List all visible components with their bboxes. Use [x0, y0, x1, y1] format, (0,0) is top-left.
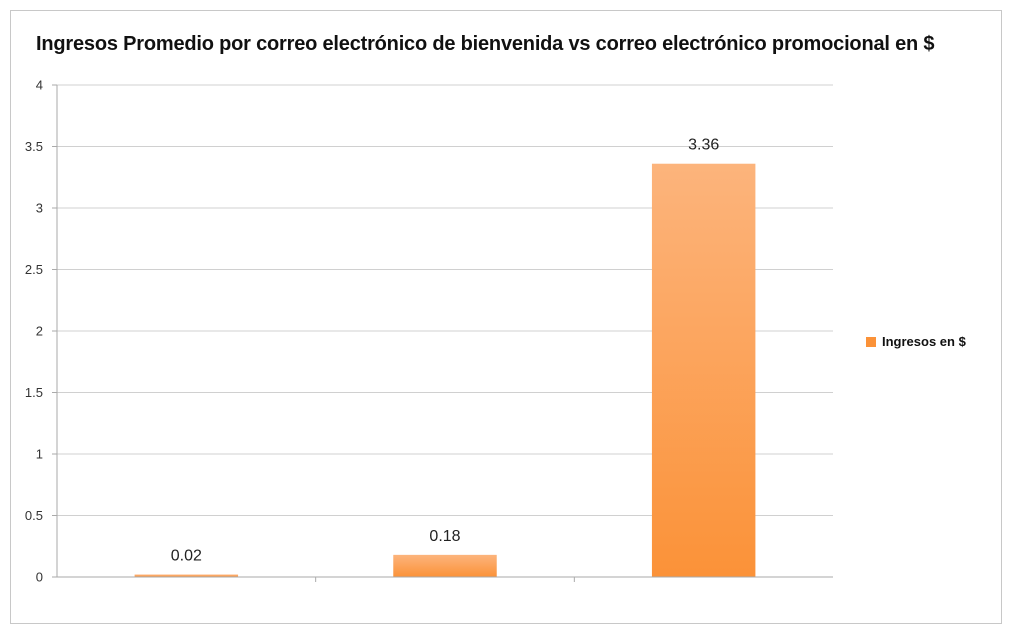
y-tick-label: 1	[36, 447, 43, 462]
bar-value-label: 0.02	[171, 548, 202, 565]
value-labels: 0.02 0.18 3.36	[171, 137, 720, 565]
legend-swatch	[866, 336, 876, 347]
y-axis-ticks: 0 0.5 1 1.5 2 2.5 3 3.5 4	[25, 78, 57, 585]
bar	[651, 163, 756, 577]
y-tick-label: 0	[36, 570, 43, 585]
legend: Ingresos en $	[866, 334, 966, 349]
chart-frame	[10, 10, 1002, 624]
y-tick-label: 4	[36, 78, 43, 93]
legend-label: Ingresos en $	[882, 334, 966, 349]
bars	[134, 163, 756, 577]
y-tick-label: 2.5	[25, 262, 43, 277]
y-tick-label: 3.5	[25, 139, 43, 154]
bar-value-label: 0.18	[429, 528, 460, 545]
bar	[393, 554, 497, 577]
y-tick-label: 0.5	[25, 508, 43, 523]
bar	[134, 574, 239, 577]
bar-value-label: 3.36	[688, 137, 719, 154]
y-tick-label: 3	[36, 201, 43, 216]
y-tick-label: 1.5	[25, 385, 43, 400]
chart-title: Ingresos Promedio por correo electrónico…	[36, 33, 935, 55]
y-tick-label: 2	[36, 324, 43, 339]
axes	[56, 85, 833, 582]
